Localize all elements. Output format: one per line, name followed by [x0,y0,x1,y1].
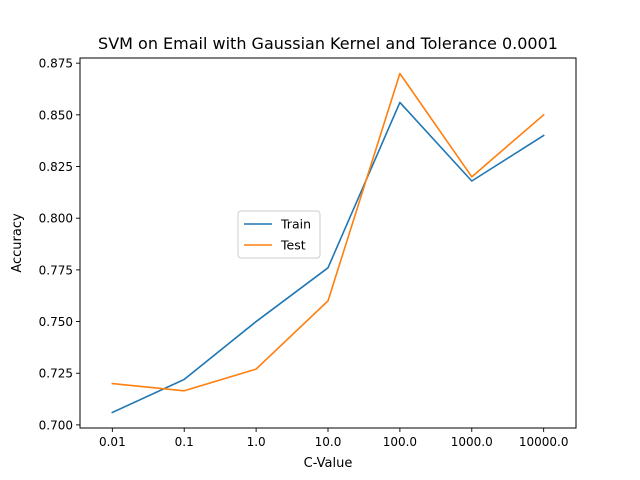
x-tick-label: 1000.0 [451,435,493,449]
legend-label-train: Train [280,217,311,232]
x-tick-label: 10000.0 [519,435,569,449]
x-tick-label: 1.0 [247,435,266,449]
series-layer [111,72,545,414]
y-tick-label: 0.750 [39,315,73,329]
y-tick-label: 0.850 [39,108,73,122]
y-tick-label: 0.825 [39,160,73,174]
chart-title: SVM on Email with Gaussian Kernel and To… [98,34,558,53]
series-line-test [111,72,545,392]
y-axis: 0.700 0.725 0.750 0.775 0.800 0.825 0.850 0.875 [39,57,80,432]
y-tick-label: 0.775 [39,263,73,277]
plot-frame [79,57,577,429]
y-tick-label: 0.700 [39,418,73,432]
series-line-train [111,101,545,414]
legend-label-test: Test [280,238,306,253]
y-tick-label: 0.725 [39,367,73,381]
y-axis-label: Accuracy [10,213,25,273]
x-axis-label: C-Value [304,456,353,471]
legend-box [237,210,321,259]
x-tick-label: 100.0 [383,435,417,449]
x-tick-label: 0.1 [175,435,194,449]
y-tick-label: 0.875 [39,57,73,71]
y-tick-label: 0.800 [39,212,73,226]
x-axis: 0.01 0.1 1.0 10.0 100.0 1000.0 10000.0 [99,428,568,449]
x-tick-label: 10.0 [315,435,342,449]
x-tick-label: 0.01 [99,435,126,449]
legend: Train Test [237,210,321,259]
